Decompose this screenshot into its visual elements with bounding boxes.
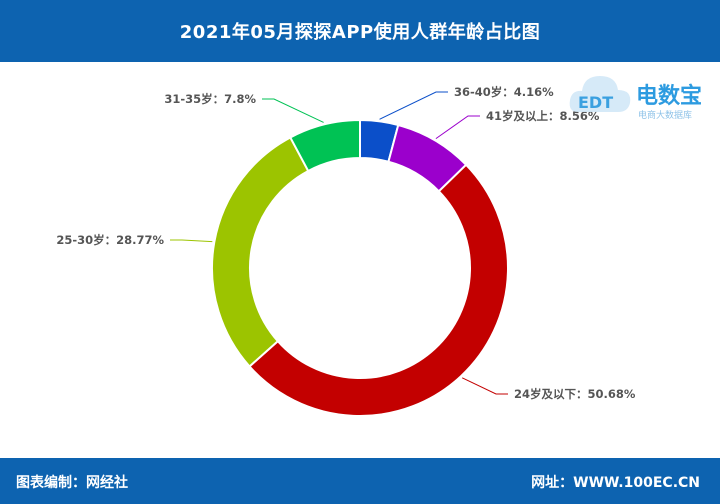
cloud-logo-icon: EDT [569,76,631,112]
leader-line [379,91,448,120]
slice-label: 25-30岁：28.77% [56,233,164,247]
leader-line [435,115,480,140]
footer-source: 图表编制：网经社 [16,475,128,491]
chart-footer: 图表编制：网经社 网址：WWW.100EC.CN [0,458,720,504]
watermark-subtext: 电商大数据库 [638,111,693,121]
donut-slice [288,118,361,173]
donut-slice [211,136,310,368]
watermark: EDT 电数宝 电商大数据库 [566,66,716,126]
slice-label: 24岁及以下：50.68% [514,387,636,401]
leader-line [461,377,508,395]
donut-chart: 36-40岁：4.16% 41岁及以上：8.56% 24岁及以下：50.68% 25-… [56,85,636,417]
slice-label: 41岁及以上：8.56% [486,109,600,123]
footer-website: 网址：WWW.100EC.CN [531,475,700,491]
leader-line [170,239,213,243]
donut-slice [248,163,509,417]
leader-line [262,98,324,123]
plot-area: 36-40岁：4.16% 41岁及以上：8.56% 24岁及以下：50.68% 25-… [0,62,720,458]
watermark-text: 电数宝 [636,84,703,109]
chart-header: 2021年05月探探APP使用人群年龄占比图 [0,0,720,62]
chart-title: 2021年05月探探APP使用人群年龄占比图 [179,22,541,43]
slice-label: 31-35岁：7.8% [164,92,256,106]
slice-label: 36-40岁：4.16% [454,85,554,99]
watermark-logo: EDT [578,93,613,112]
